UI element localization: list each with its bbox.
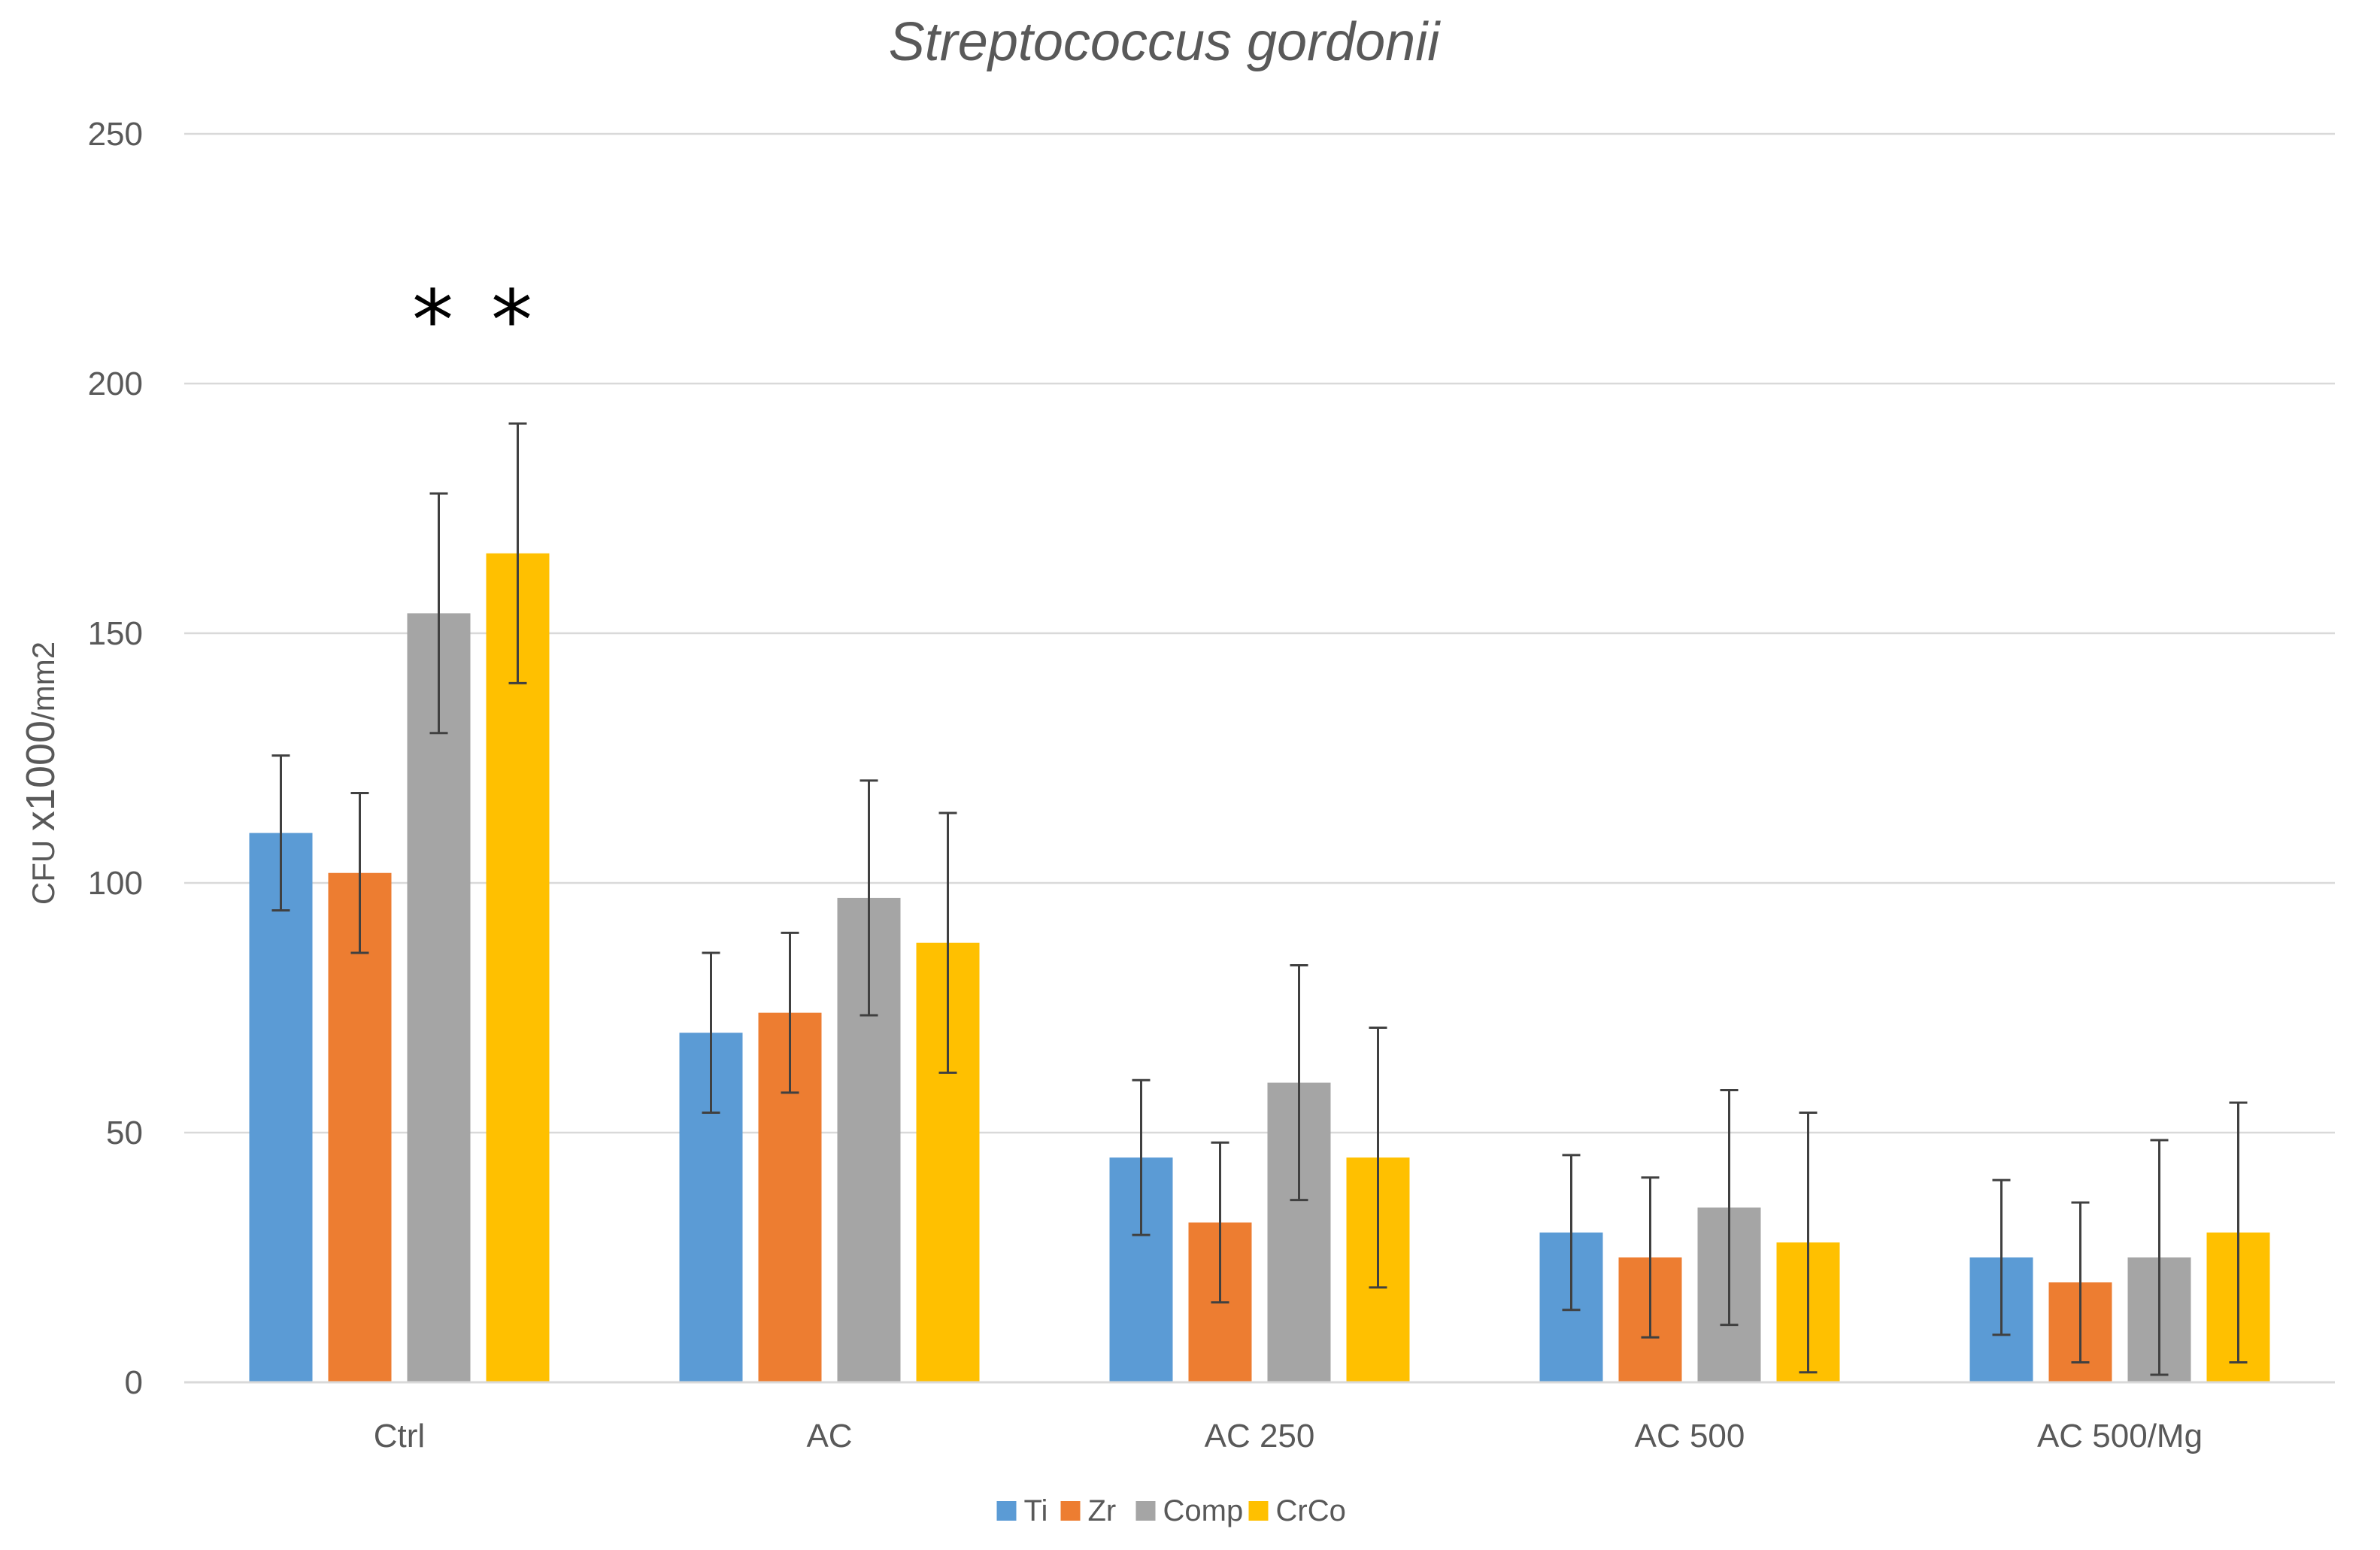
legend-item-crco: CrCo [1248,1494,1346,1527]
significance-markers: * * [412,272,532,369]
legend-label: Zr [1088,1494,1117,1527]
y-axis-label-unit: CFU [26,831,61,905]
error-bar-crco-2 [1369,1027,1387,1289]
x-tick-label: AC 500/Mg [2037,1418,2203,1454]
error-bar-ti-0 [271,754,290,912]
error-bar-ti-1 [702,951,720,1114]
significance-star: * [412,272,453,369]
error-bar-zr-0 [350,791,369,954]
error-bar-zr-2 [1211,1141,1229,1304]
y-axis-label-area: /mm2 [26,642,61,720]
x-tick-label: AC [806,1418,852,1454]
error-bar-crco-4 [2229,1101,2248,1363]
legend-swatch [1060,1501,1081,1521]
error-bar-comp-4 [2150,1139,2169,1376]
error-bar-crco-1 [938,811,957,1074]
y-tick-label: 250 [88,116,143,153]
x-axis-ticks: Ctrl AC AC 250 AC 500 AC 500/Mg [374,1418,2203,1454]
legend-label: Ti [1024,1494,1048,1527]
x-tick-label: AC 250 [1205,1418,1315,1454]
y-tick-label: 200 [88,366,143,402]
legend-item-ti: Ti [996,1494,1048,1527]
y-axis-ticks: 0 50 100 150 200 250 [88,116,143,1401]
legend-item-zr: Zr [1060,1494,1117,1527]
legend: Ti Zr Comp CrCo [996,1494,1346,1527]
legend-label: CrCo [1276,1494,1346,1527]
y-axis-label: CFU x1000/mm2 [18,642,63,905]
error-bar-zr-1 [781,931,799,1094]
error-bar-zr-3 [1641,1176,1660,1339]
y-tick-label: 150 [88,615,143,652]
error-bar-ti-4 [1992,1178,2011,1336]
bar-zr-0 [328,872,392,1382]
legend-swatch [1135,1501,1156,1521]
legend-item-comp: Comp [1135,1494,1244,1527]
bar-crco-0 [486,553,550,1382]
legend-swatch [996,1501,1017,1521]
significance-star: * [491,272,532,369]
y-tick-label: 100 [88,865,143,902]
legend-label: Comp [1163,1494,1244,1527]
legend-swatch [1248,1501,1269,1521]
bar-ti-0 [249,833,313,1382]
error-bar-zr-4 [2071,1201,2090,1363]
bars [249,553,2270,1382]
x-tick-label: Ctrl [374,1418,425,1454]
bar-comp-0 [407,613,471,1382]
error-bar-comp-1 [860,779,878,1017]
x-tick-label: AC 500 [1635,1418,1745,1454]
error-bar-ti-3 [1562,1154,1581,1312]
y-axis-label-multiplier: x1000 [18,720,63,831]
error-bar-crco-3 [1799,1111,1818,1374]
error-bar-comp-0 [429,492,448,735]
error-bars [271,422,2248,1376]
chart-title: Streptococcus gordonii [889,12,1441,72]
error-bar-crco-0 [508,422,527,684]
error-bar-ti-2 [1132,1078,1151,1236]
error-bar-comp-2 [1290,964,1308,1202]
y-tick-label: 0 [125,1364,143,1401]
y-tick-label: 50 [106,1115,143,1151]
error-bar-comp-3 [1720,1089,1739,1327]
